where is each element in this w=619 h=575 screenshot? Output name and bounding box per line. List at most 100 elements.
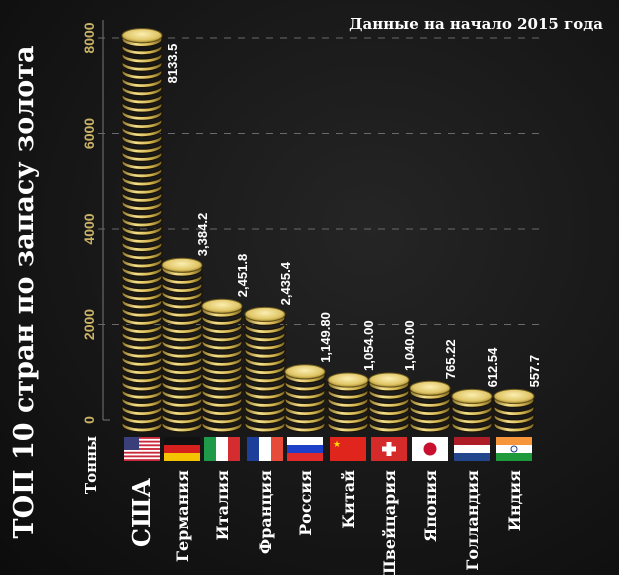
category-label: США — [127, 478, 156, 548]
coin — [368, 420, 410, 433]
coin — [284, 379, 326, 392]
bar-coin-stack — [451, 388, 493, 433]
coin — [368, 396, 410, 408]
coin — [244, 355, 286, 367]
bar-coin-stack — [284, 364, 326, 433]
y-tick-label: 4000 — [81, 213, 97, 244]
coin — [121, 158, 163, 171]
coin — [201, 338, 243, 351]
value-label: 612.54 — [485, 347, 500, 388]
coin — [284, 396, 326, 408]
coin — [121, 191, 163, 203]
coin — [368, 412, 410, 425]
coin-top — [327, 372, 369, 388]
coin — [409, 396, 451, 408]
coin — [121, 68, 163, 80]
france-flag-icon — [247, 437, 283, 461]
coin — [493, 412, 535, 425]
coin — [201, 314, 243, 326]
chart-subtitle: Данные на начало 2015 года — [349, 15, 603, 33]
coin — [368, 388, 410, 400]
coin — [244, 363, 286, 376]
japan-flag-icon — [412, 437, 448, 461]
coin — [161, 281, 203, 294]
coin — [451, 412, 493, 425]
coin — [201, 371, 243, 384]
coin-top — [201, 298, 243, 314]
coin — [121, 166, 163, 179]
y-tick-label: 8000 — [81, 22, 97, 53]
coin — [451, 404, 493, 417]
coin — [121, 256, 163, 269]
coin — [121, 199, 163, 212]
y-tick-label: 0 — [81, 416, 97, 424]
coin-top — [451, 388, 493, 404]
value-label: 1,149.80 — [318, 312, 333, 363]
coin — [121, 60, 163, 72]
bar-coin-stack — [409, 380, 451, 433]
value-label: 1,054.00 — [361, 320, 376, 371]
y-tick-label: 6000 — [81, 118, 97, 149]
coin — [121, 174, 163, 187]
bar-coin-stack — [368, 372, 410, 433]
coin — [244, 322, 286, 335]
svg-text:★: ★ — [333, 439, 341, 449]
coin — [327, 388, 369, 400]
china-flag-icon: ★ — [330, 437, 366, 461]
coin — [493, 404, 535, 417]
bar-coin-stack — [121, 28, 163, 433]
coin — [121, 101, 163, 113]
coin-top — [121, 28, 163, 44]
coin — [409, 420, 451, 433]
coin — [327, 404, 369, 417]
coin — [493, 420, 535, 433]
coin — [327, 412, 369, 425]
coin — [451, 420, 493, 433]
coin — [284, 412, 326, 425]
coin — [121, 183, 163, 195]
coin — [121, 232, 163, 244]
us-flag-icon — [124, 437, 160, 461]
coin — [201, 404, 243, 417]
coin — [368, 404, 410, 417]
coin — [121, 76, 163, 89]
coin — [201, 355, 243, 367]
coin — [121, 92, 163, 105]
coin — [161, 297, 203, 310]
y-axis-label: Тонны — [82, 436, 100, 494]
bar-coin-stack — [161, 257, 203, 433]
coin — [121, 43, 163, 56]
netherlands-flag-icon — [454, 437, 490, 461]
coin — [284, 420, 326, 433]
coin — [121, 150, 163, 162]
coin — [201, 347, 243, 359]
category-label: Индия — [505, 470, 524, 531]
category-label: Швейцария — [380, 470, 399, 575]
coin — [121, 215, 163, 228]
germany-flag-icon — [164, 437, 200, 461]
coin — [201, 363, 243, 376]
coin — [121, 248, 163, 261]
coin-top — [409, 380, 451, 396]
value-label: 1,040.00 — [402, 320, 417, 371]
coin — [121, 84, 163, 97]
bar-coin-stack — [244, 306, 286, 433]
coin — [121, 207, 163, 220]
coin — [121, 51, 163, 64]
coin-top — [244, 306, 286, 322]
bar-coin-stack — [201, 298, 243, 433]
coin — [284, 404, 326, 417]
india-flag-icon — [496, 437, 532, 461]
coin — [201, 379, 243, 392]
coin — [244, 338, 286, 351]
coin — [121, 109, 163, 121]
category-label: Китай — [339, 470, 358, 529]
category-label: Италия — [213, 470, 232, 541]
value-label: 557.7 — [527, 355, 542, 388]
chart-title: ТОП 10 стран по запасу золота — [9, 46, 40, 539]
coin — [121, 142, 163, 154]
y-tick-label: 2000 — [81, 309, 97, 340]
value-label: 2,451.8 — [235, 254, 250, 297]
coin — [201, 388, 243, 400]
